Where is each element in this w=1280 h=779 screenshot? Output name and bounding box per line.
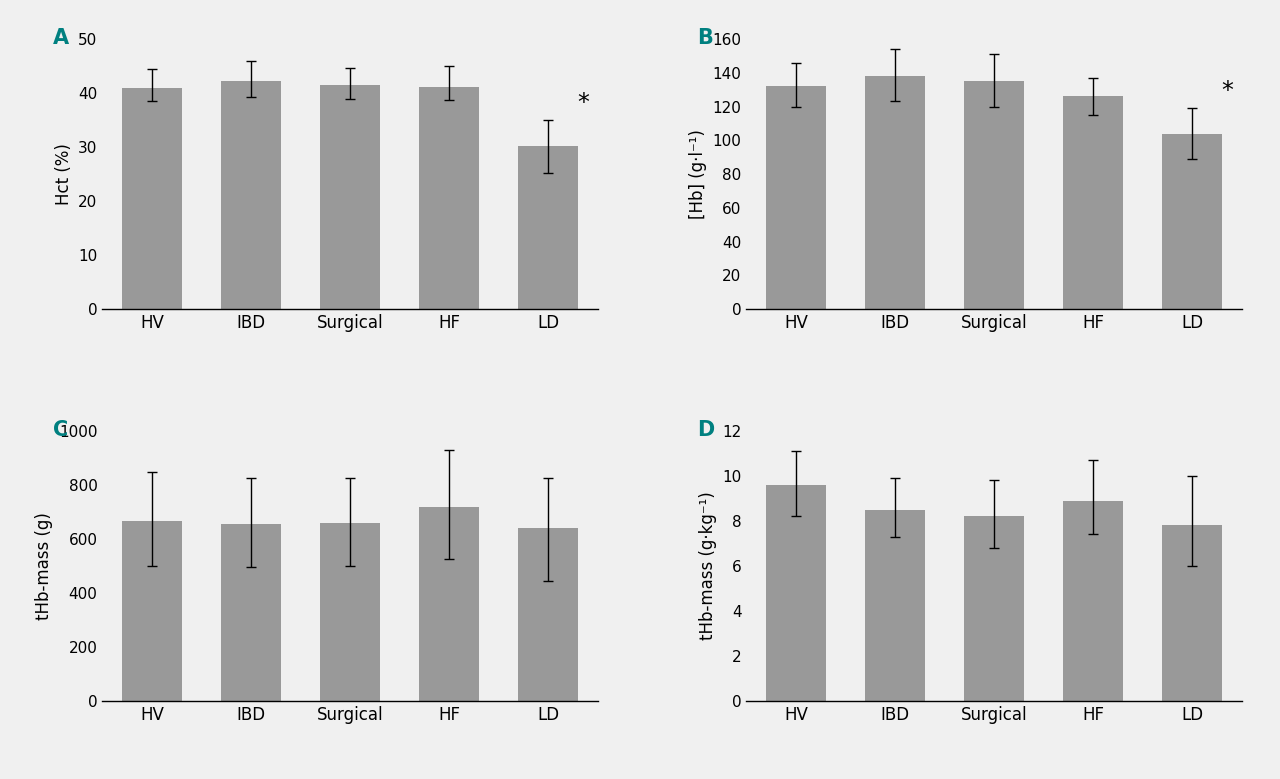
Bar — [122, 87, 182, 309]
Text: D: D — [696, 420, 714, 440]
Text: B: B — [696, 28, 713, 48]
Bar — [518, 528, 577, 701]
Bar — [964, 81, 1024, 309]
Bar — [221, 81, 280, 309]
Bar — [1064, 97, 1123, 309]
Bar — [865, 76, 924, 309]
Text: *: * — [1221, 79, 1233, 103]
Bar — [320, 86, 380, 309]
Bar — [1064, 501, 1123, 701]
Bar — [1162, 525, 1222, 701]
Y-axis label: tHb-mass (g·kg⁻¹): tHb-mass (g·kg⁻¹) — [699, 492, 717, 640]
Bar — [420, 506, 479, 701]
Bar — [320, 523, 380, 701]
Bar — [964, 516, 1024, 701]
Bar — [767, 86, 826, 309]
Bar — [122, 520, 182, 701]
Text: A: A — [52, 28, 69, 48]
Text: *: * — [577, 90, 589, 115]
Bar — [420, 86, 479, 309]
Bar — [865, 509, 924, 701]
Y-axis label: tHb-mass (g): tHb-mass (g) — [36, 512, 54, 620]
Bar — [518, 146, 577, 309]
Text: C: C — [52, 420, 68, 440]
Bar — [1162, 133, 1222, 309]
Y-axis label: [Hb] (g·l⁻¹): [Hb] (g·l⁻¹) — [689, 129, 707, 219]
Y-axis label: Hct (%): Hct (%) — [55, 143, 73, 205]
Bar — [221, 524, 280, 701]
Bar — [767, 485, 826, 701]
